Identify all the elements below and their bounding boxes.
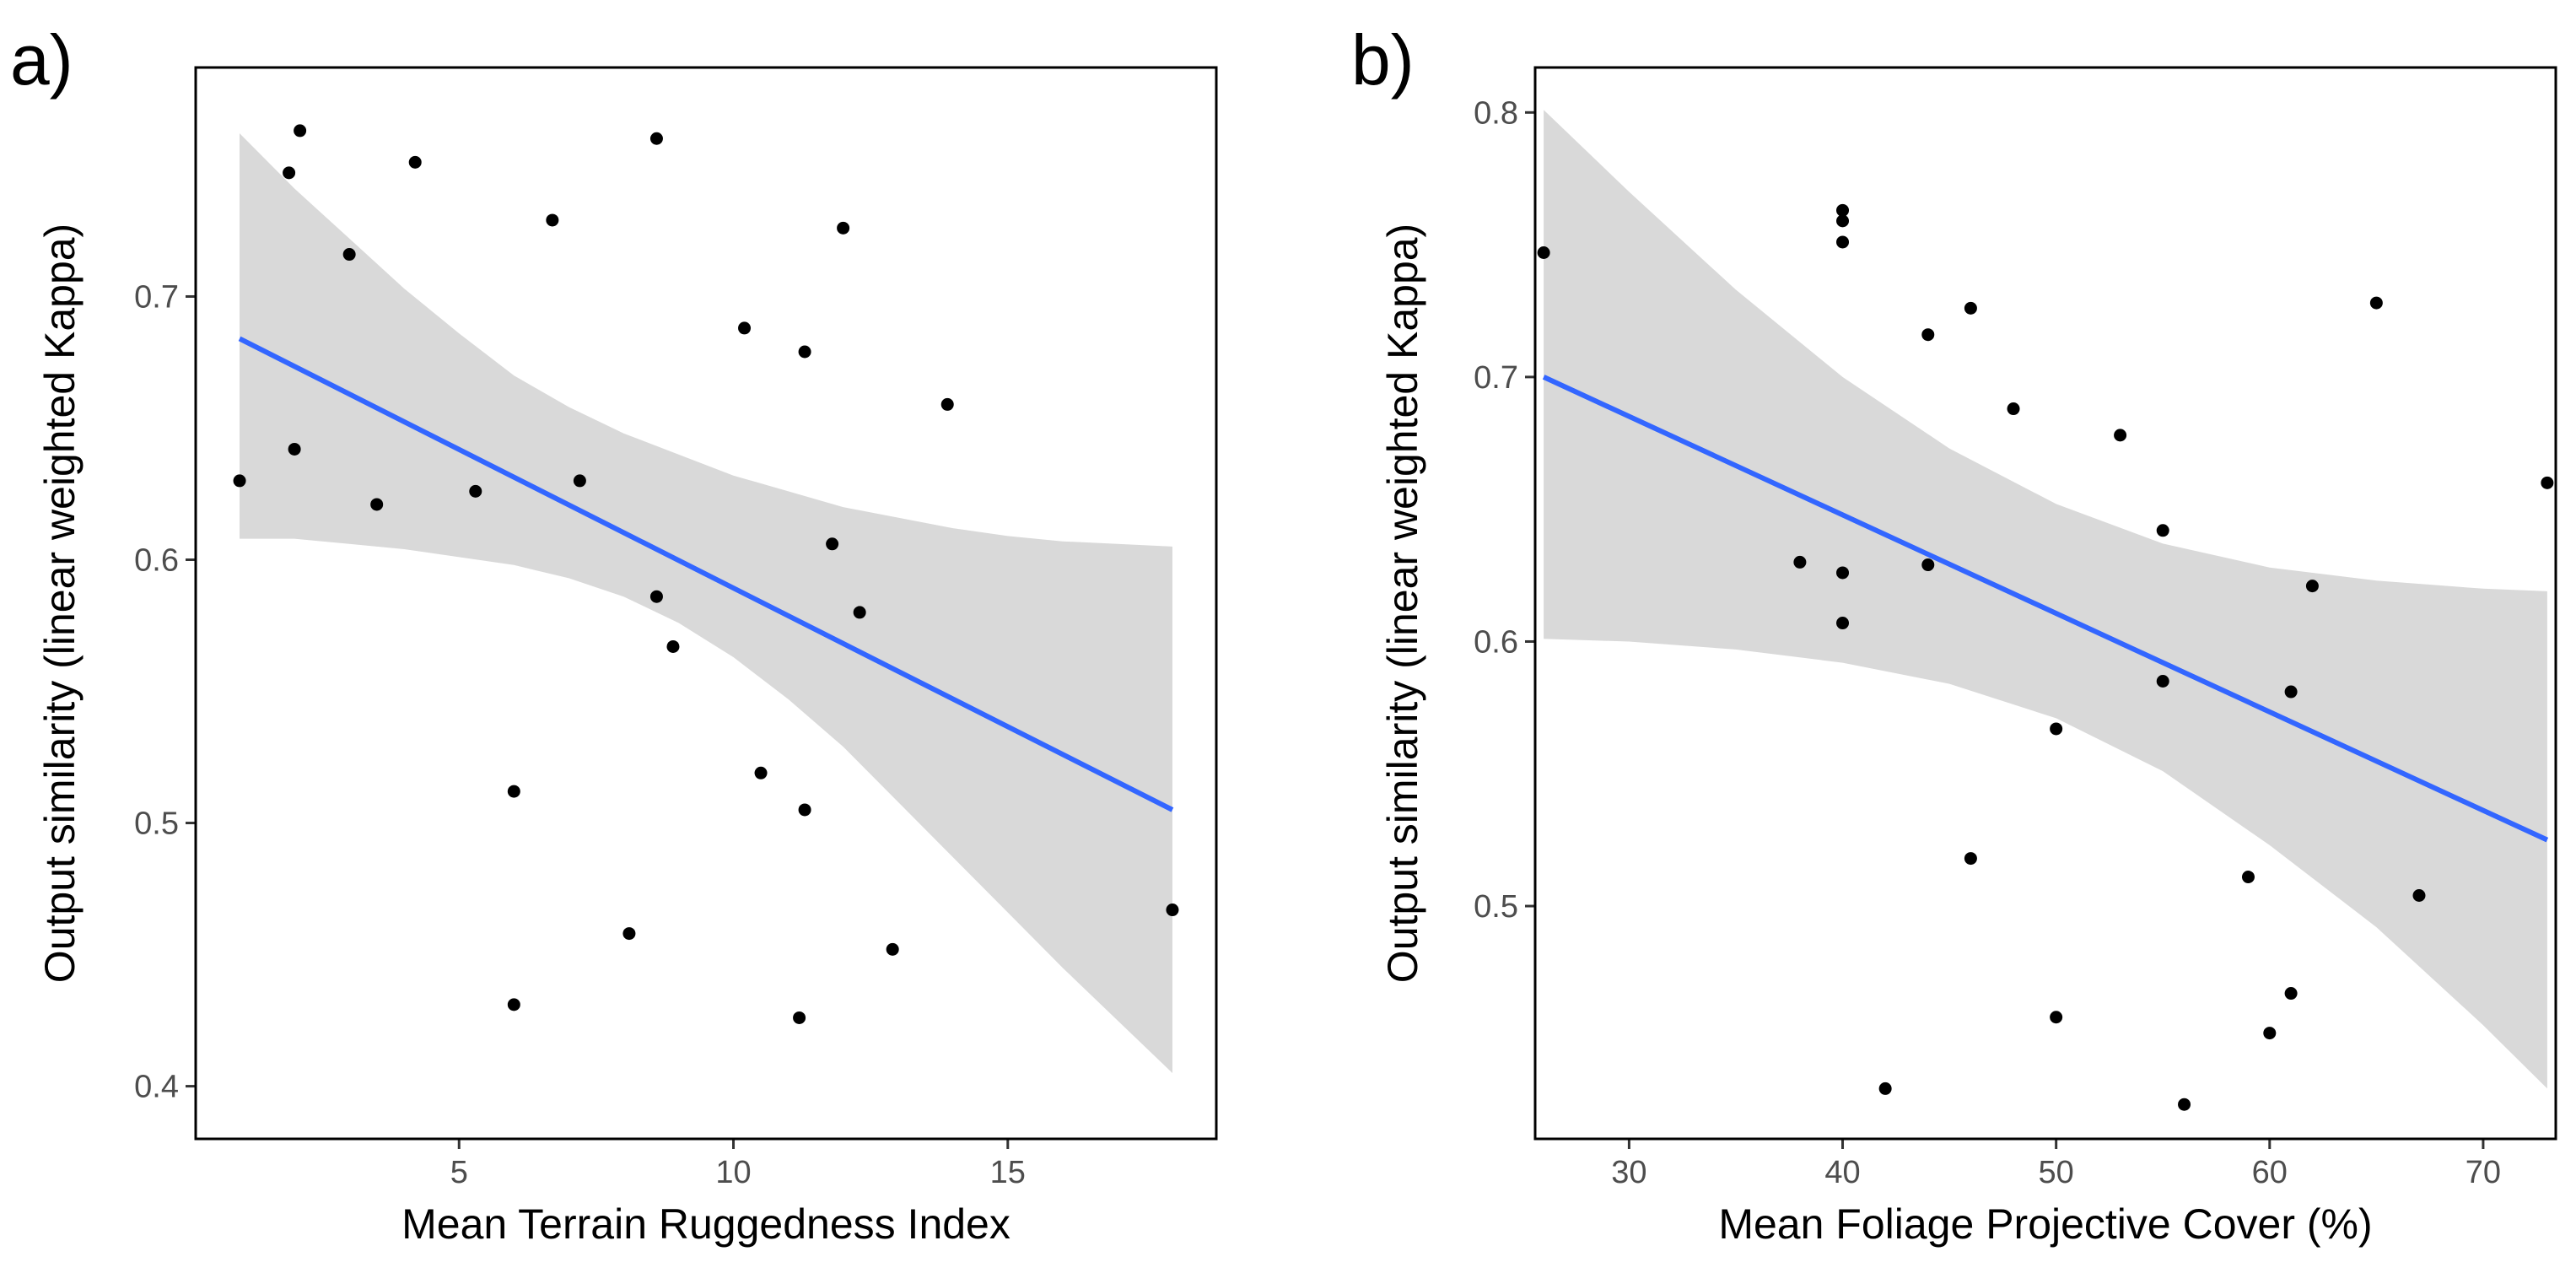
data-point-b-25 — [2412, 889, 2426, 903]
data-point-a-9 — [507, 998, 520, 1011]
data-point-a-10 — [546, 213, 559, 227]
data-point-b-9 — [1921, 558, 1935, 572]
data-point-a-23 — [853, 606, 866, 619]
data-point-b-17 — [2156, 675, 2169, 688]
x-tick-label-a-15: 15 — [990, 1155, 1026, 1190]
data-point-b-0 — [1537, 246, 1550, 260]
panel-a-label: a) — [10, 20, 73, 100]
data-point-b-18 — [2178, 1098, 2191, 1111]
data-point-a-7 — [469, 484, 482, 498]
data-point-b-1 — [1793, 555, 1807, 569]
y-axis-title-b: Output similarity (linear weighted Kappa… — [1379, 224, 1426, 983]
data-point-a-0 — [233, 474, 246, 488]
data-point-a-11 — [573, 474, 586, 488]
panel-b: b) 30 40 50 60 70 0.5 0.6 0.7 0.8 Mean Foliage P… — [1351, 20, 2557, 1248]
y-tick-label-b-0.6: 0.6 — [1474, 624, 1518, 660]
data-point-a-22 — [837, 221, 850, 235]
data-point-a-20 — [798, 803, 811, 817]
data-point-a-5 — [370, 498, 384, 511]
data-point-a-21 — [826, 537, 839, 551]
data-point-b-19 — [2241, 871, 2255, 884]
data-point-b-12 — [2007, 402, 2020, 416]
data-point-a-12 — [622, 927, 636, 941]
panel-b-label: b) — [1351, 20, 1415, 100]
y-tick-label-b-0.5: 0.5 — [1474, 889, 1518, 925]
x-axis-title-a: Mean Terrain Ruggedness Index — [401, 1200, 1010, 1248]
data-point-a-6 — [408, 155, 422, 169]
plot-frame-b — [1533, 66, 2557, 1141]
data-point-b-10 — [1964, 301, 1977, 315]
data-point-b-21 — [2284, 685, 2298, 699]
data-point-a-26 — [1166, 904, 1179, 917]
x-tick-label-a-10: 10 — [715, 1155, 751, 1190]
data-point-b-15 — [2114, 429, 2127, 442]
fit-line-b — [1542, 375, 2549, 843]
y-tick-label-b-0.7: 0.7 — [1474, 360, 1518, 396]
data-point-b-22 — [2284, 987, 2298, 1001]
data-point-a-13 — [649, 132, 663, 145]
data-point-b-5 — [1836, 566, 1850, 580]
data-point-b-2 — [1836, 203, 1850, 217]
data-point-b-24 — [2369, 296, 2383, 310]
x-tick-label-b-70: 70 — [2466, 1155, 2501, 1190]
x-axis-title-b: Mean Foliage Projective Cover (%) — [1718, 1200, 2372, 1248]
data-point-a-1 — [283, 166, 296, 180]
plot-frame-a — [194, 66, 1218, 1141]
x-tick-label-b-50: 50 — [2039, 1155, 2074, 1190]
data-point-a-18 — [798, 345, 811, 359]
data-point-a-4 — [342, 248, 356, 262]
x-tick-label-a-5: 5 — [450, 1155, 468, 1190]
data-point-a-17 — [754, 766, 768, 779]
data-point-a-24 — [886, 942, 899, 956]
data-point-b-13 — [2050, 722, 2063, 736]
y-tick-label-a-0.6: 0.6 — [134, 543, 179, 579]
data-point-b-11 — [1964, 852, 1977, 866]
data-point-b-6 — [1836, 617, 1850, 630]
data-point-b-20 — [2263, 1027, 2277, 1040]
confidence-band-b — [1544, 110, 2547, 1089]
data-point-b-7 — [1878, 1082, 1892, 1095]
y-tick-label-b-0.8: 0.8 — [1474, 95, 1518, 131]
data-point-b-16 — [2156, 524, 2169, 537]
data-point-a-16 — [738, 321, 752, 335]
data-point-a-19 — [793, 1011, 806, 1024]
fit-line-a — [238, 336, 1174, 812]
panel-a: a) 5 10 15 0.4 0.5 0.6 0.7 Mean Terrain Rugged… — [10, 20, 1218, 1248]
data-point-b-14 — [2050, 1011, 2063, 1024]
data-point-a-25 — [940, 397, 954, 411]
data-point-b-3 — [1836, 214, 1850, 228]
x-tick-label-b-60: 60 — [2252, 1155, 2288, 1190]
y-tick-label-a-0.5: 0.5 — [134, 806, 179, 842]
data-point-a-8 — [507, 785, 520, 798]
data-point-a-3 — [288, 442, 301, 456]
y-tick-label-a-0.7: 0.7 — [134, 279, 179, 315]
x-tick-label-b-40: 40 — [1824, 1155, 1860, 1190]
data-point-b-23 — [2305, 580, 2319, 593]
y-axis-title-a: Output similarity (linear weighted Kappa… — [36, 224, 84, 983]
data-point-b-8 — [1921, 328, 1935, 342]
x-tick-label-b-30: 30 — [1611, 1155, 1646, 1190]
data-point-b-4 — [1836, 235, 1850, 249]
y-tick-label-a-0.4: 0.4 — [134, 1070, 179, 1105]
data-point-b-26 — [2541, 476, 2554, 489]
confidence-band-a — [240, 133, 1172, 1073]
data-point-a-2 — [294, 124, 307, 138]
data-point-a-15 — [666, 639, 680, 653]
data-point-a-14 — [649, 590, 663, 603]
